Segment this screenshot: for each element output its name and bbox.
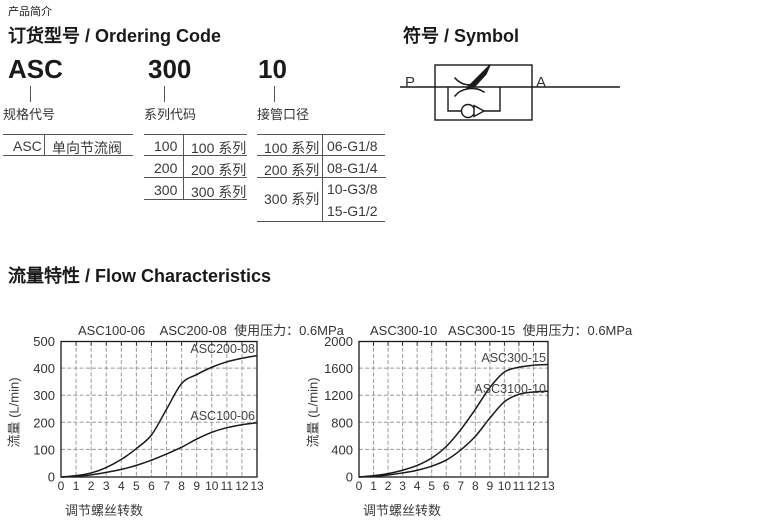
svg-text:0: 0: [346, 470, 353, 485]
svg-text:13: 13: [541, 479, 555, 493]
svg-text:0: 0: [356, 479, 363, 493]
svg-text:1600: 1600: [324, 361, 353, 376]
svg-text:9: 9: [487, 479, 494, 493]
svg-text:ASC3100-10: ASC3100-10: [474, 382, 546, 396]
svg-text:4: 4: [414, 479, 421, 493]
svg-text:11: 11: [513, 479, 526, 493]
svg-text:2000: 2000: [324, 334, 353, 349]
svg-text:1: 1: [370, 479, 377, 493]
svg-text:7: 7: [457, 479, 464, 493]
svg-text:6: 6: [443, 479, 450, 493]
svg-text:400: 400: [331, 442, 353, 457]
svg-text:1200: 1200: [324, 388, 353, 403]
svg-text:5: 5: [428, 479, 435, 493]
svg-text:3: 3: [399, 479, 406, 493]
svg-text:8: 8: [472, 479, 479, 493]
svg-text:2: 2: [385, 479, 392, 493]
svg-text:ASC300-15: ASC300-15: [481, 351, 546, 365]
svg-text:800: 800: [331, 415, 353, 430]
svg-text:10: 10: [498, 479, 512, 493]
svg-text:12: 12: [527, 479, 541, 493]
